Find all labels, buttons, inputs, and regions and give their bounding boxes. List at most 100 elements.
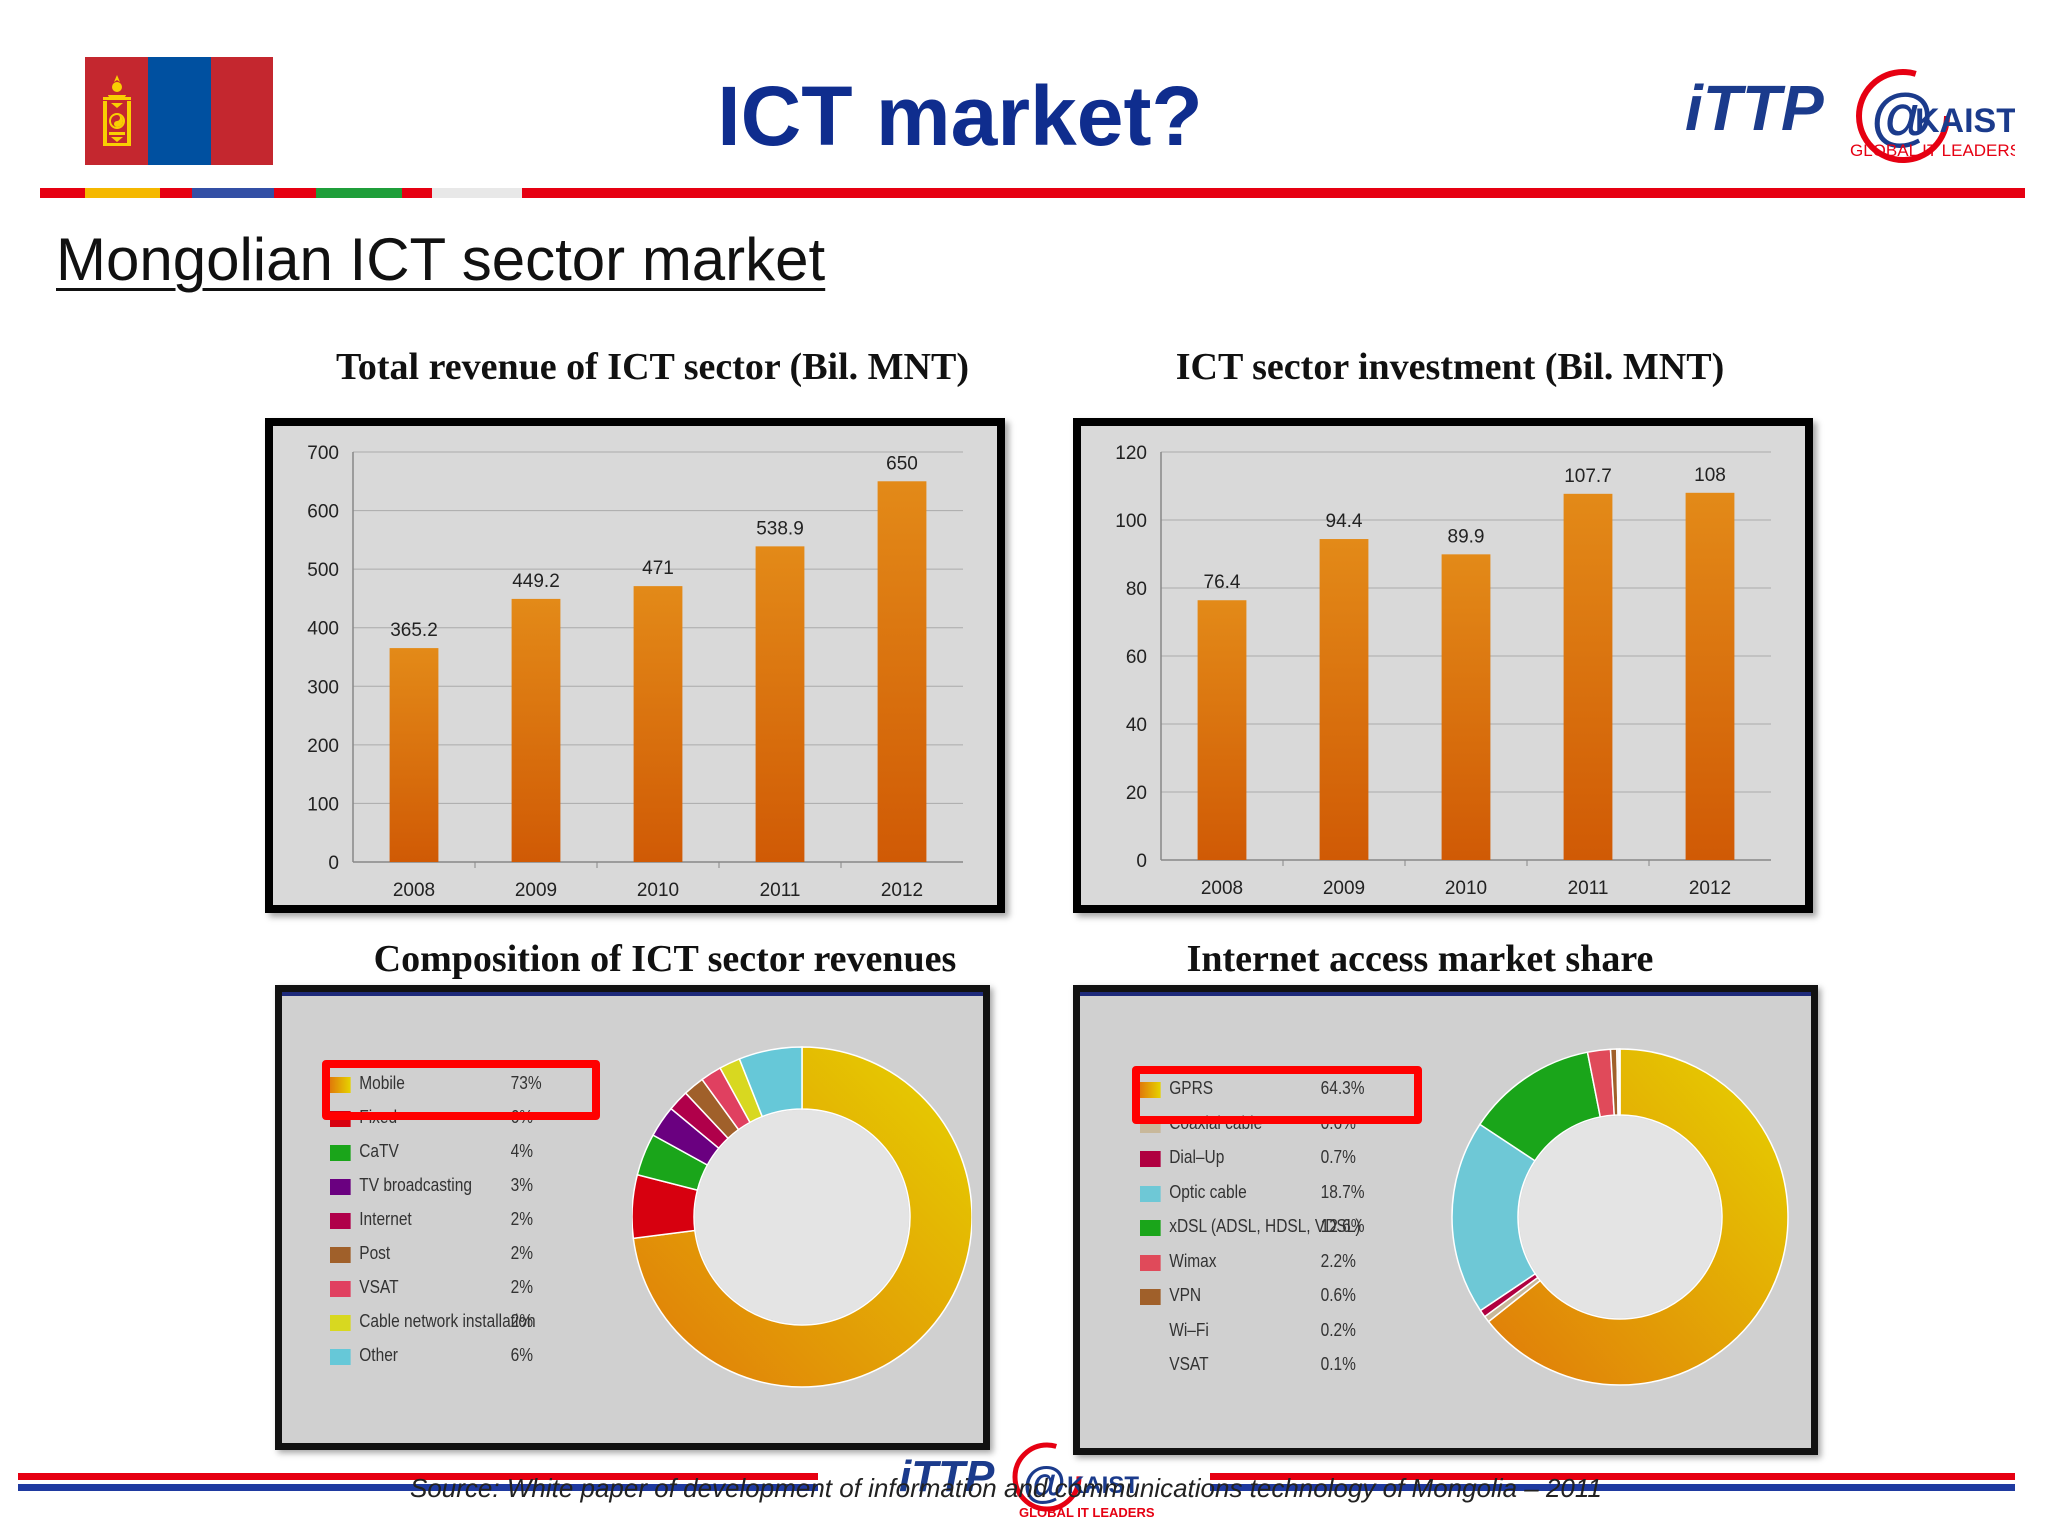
svg-text:GLOBAL IT LEADERS: GLOBAL IT LEADERS — [1019, 1505, 1155, 1520]
bar — [389, 648, 439, 862]
donut-slice — [738, 1046, 803, 1118]
revenue-chart-frame: 0 100 200 300 400 500 600 700 365.2 2008 449.2 2009… — [265, 418, 1005, 913]
legend-label: TV broadcasting — [359, 1175, 472, 1195]
legend-value: 3% — [510, 1175, 533, 1195]
legend-label: GPRS — [1169, 1078, 1214, 1098]
legend-value: 2% — [510, 1209, 533, 1229]
y-tick-label: 700 — [307, 443, 339, 464]
x-tick-label: 2010 — [637, 880, 679, 901]
svg-text:@: @ — [1023, 1458, 1066, 1507]
bar — [1685, 492, 1735, 860]
legend-value: 2% — [510, 1311, 533, 1331]
legend-swatch — [1140, 1254, 1161, 1271]
ittp-kaist-logo: iTTP @ KAIST GLOBAL IT LEADERS — [1685, 69, 2015, 163]
legend-swatch — [330, 1349, 351, 1365]
legend-swatch — [1140, 1151, 1161, 1167]
x-tick-label: 2012 — [881, 880, 923, 901]
y-tick-label: 60 — [1126, 647, 1147, 668]
legend-label: xDSL (ADSL, HDSL, VDSL) — [1169, 1216, 1361, 1236]
legend-label: Other — [359, 1345, 398, 1365]
svg-text:@: @ — [1871, 80, 1933, 152]
soyombo-symbol-icon — [103, 75, 131, 146]
section-subtitle: Mongolian ICT sector market — [56, 226, 826, 293]
x-tick-label: 2008 — [1201, 878, 1243, 899]
x-tick-label: 2010 — [1445, 878, 1487, 899]
legend-value: 2% — [510, 1277, 533, 1297]
y-tick-label: 0 — [328, 853, 339, 874]
legend-swatch — [330, 1281, 351, 1297]
legend-swatch — [330, 1247, 351, 1263]
bar-value-label: 538.9 — [756, 518, 804, 539]
y-tick-label: 100 — [307, 794, 339, 815]
chart-title-composition: Composition of ICT sector revenues — [373, 938, 957, 980]
y-tick-label: 80 — [1126, 579, 1147, 600]
x-tick-label: 2011 — [1568, 878, 1609, 899]
legend-label: Internet — [359, 1209, 412, 1229]
y-tick-label: 20 — [1126, 783, 1147, 804]
internet-share-donut-chart — [1451, 1048, 1789, 1386]
bar-value-label: 107.7 — [1564, 466, 1612, 487]
chart-title-revenue: Total revenue of ICT sector (Bil. MNT) — [336, 346, 969, 388]
legend-value: 0.7% — [1320, 1147, 1356, 1167]
bar-value-label: 108 — [1694, 465, 1726, 486]
bar — [1197, 600, 1247, 860]
legend-label: VSAT — [359, 1277, 399, 1297]
legend-value: 0.1% — [1320, 1354, 1356, 1374]
y-tick-label: 40 — [1126, 715, 1147, 736]
legend-value: 2% — [510, 1243, 533, 1263]
legend-value: 12.6% — [1320, 1216, 1365, 1236]
legend-value: 18.7% — [1320, 1181, 1365, 1202]
legend-swatch — [1140, 1358, 1161, 1374]
svg-text:GLOBAL IT LEADERS: GLOBAL IT LEADERS — [1850, 141, 2015, 160]
footer-bar-blue-left — [18, 1484, 818, 1491]
bar — [877, 481, 927, 862]
legend-swatch — [330, 1077, 351, 1093]
page-title: ICT market? — [717, 69, 1203, 163]
bar — [633, 586, 683, 862]
bar — [511, 598, 561, 862]
legend-label: CaTV — [359, 1141, 399, 1161]
legend-label: VPN — [1169, 1285, 1202, 1305]
y-tick-label: 400 — [307, 619, 339, 640]
y-tick-label: 120 — [1115, 443, 1147, 464]
composition-donut-chart — [632, 1046, 972, 1388]
legend-swatch — [1140, 1082, 1161, 1098]
investment-chart-frame: 0 20 40 60 80 100 120 76.4 2008 94.4 2009 89.9 2010 1… — [1073, 418, 1813, 913]
legend-swatch — [1140, 1185, 1161, 1202]
investment-bar-chart: 0 20 40 60 80 100 120 76.4 2008 94.4 2009 89.9 2010 1… — [1115, 443, 1771, 899]
svg-text:KAIST: KAIST — [1067, 1472, 1139, 1499]
ittp-kaist-footer-logo: iTTP @ KAIST GLOBAL IT LEADERS — [899, 1442, 1155, 1520]
bar — [1563, 493, 1613, 860]
bar-value-label: 89.9 — [1448, 526, 1485, 547]
highlight-box — [1132, 1066, 1422, 1124]
legend-value: 0.6% — [1320, 1285, 1356, 1305]
x-tick-label: 2011 — [760, 880, 801, 901]
bar-value-label: 76.4 — [1204, 572, 1241, 593]
footer-bar-red-right — [1210, 1473, 2015, 1480]
mongolian-flag — [85, 57, 273, 165]
bar-value-label: 471 — [642, 558, 674, 579]
y-tick-label: 100 — [1115, 511, 1147, 532]
x-tick-label: 2008 — [393, 880, 435, 901]
donut-hole — [1519, 1116, 1721, 1318]
legend-value: 4% — [510, 1141, 533, 1161]
legend-swatch — [330, 1213, 351, 1229]
chart-title-investment: ICT sector investment (Bil. MNT) — [1175, 346, 1725, 388]
bar-value-label: 449.2 — [512, 571, 560, 592]
chart-title-internet-share: Internet access market share — [1186, 938, 1654, 980]
legend-value: 73% — [510, 1073, 542, 1093]
revenue-bar-chart: 0 100 200 300 400 500 600 700 365.2 2008 449.2 2009… — [307, 443, 963, 901]
legend-label: VSAT — [1169, 1354, 1209, 1374]
x-tick-label: 2012 — [1689, 878, 1731, 899]
footer-bar-red-left — [18, 1473, 818, 1480]
legend-swatch — [330, 1145, 351, 1161]
legend-swatch — [1140, 1289, 1161, 1305]
header-color-bar — [40, 188, 2025, 198]
y-tick-label: 500 — [307, 560, 339, 581]
internet-share-panel: GPRS 64.3% Coaxial cable 0.6% Dial–Up 0.7% Opt… — [1073, 985, 1818, 1455]
y-tick-label: 0 — [1136, 851, 1147, 872]
bar — [1319, 539, 1369, 860]
legend-label: Dial–Up — [1169, 1147, 1225, 1167]
legend-swatch — [1140, 1324, 1161, 1340]
y-tick-label: 300 — [307, 677, 339, 698]
